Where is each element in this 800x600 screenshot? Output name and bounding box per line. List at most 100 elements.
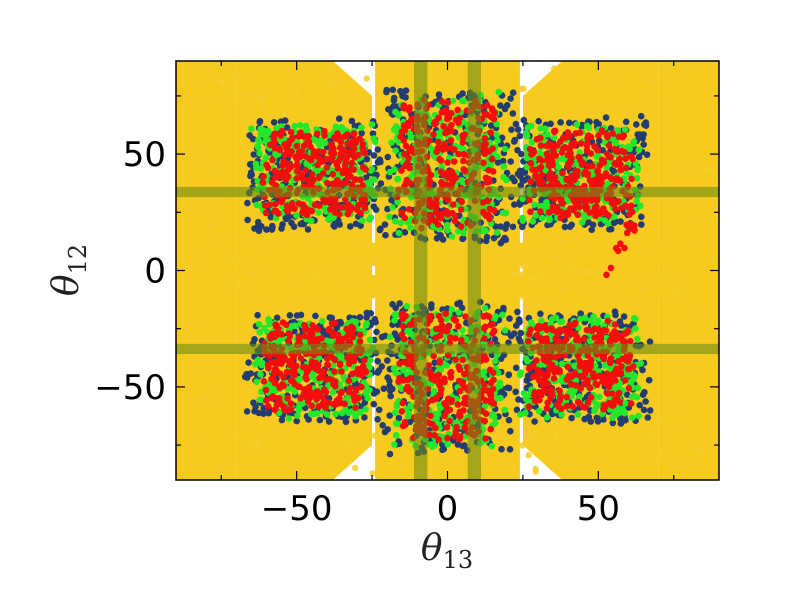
green-point — [307, 410, 315, 418]
yellow-point — [344, 440, 352, 448]
navy-point — [374, 146, 382, 153]
red-point — [405, 154, 412, 162]
red-point — [310, 150, 318, 158]
red-point — [308, 207, 316, 215]
red-point — [583, 204, 591, 211]
yellow-point — [665, 326, 672, 334]
red-point — [335, 395, 343, 402]
red-point — [311, 201, 319, 209]
red-point — [430, 131, 437, 138]
green-point — [358, 124, 365, 131]
red-point — [283, 144, 290, 151]
navy-point — [646, 407, 654, 414]
green-point — [293, 212, 300, 219]
yellow-point — [648, 318, 656, 325]
navy-point — [437, 232, 444, 239]
yellow-point — [664, 272, 671, 280]
navy-point — [516, 132, 524, 140]
green-point — [342, 406, 349, 413]
red-point — [401, 150, 408, 158]
red-point — [293, 175, 301, 182]
yellow-point — [202, 215, 209, 223]
red-point — [457, 223, 465, 230]
navy-point — [607, 225, 615, 233]
navy-point — [497, 239, 505, 247]
red-point — [604, 133, 611, 141]
navy-point — [370, 152, 378, 159]
green-point — [587, 317, 595, 324]
navy-point — [286, 312, 294, 319]
green-point — [426, 441, 433, 448]
navy-point — [374, 416, 381, 423]
navy-point — [396, 300, 404, 307]
navy-point — [578, 123, 586, 131]
constraint-bands — [176, 61, 719, 480]
red-point — [329, 320, 336, 328]
green-point — [303, 126, 311, 134]
yellow-point — [532, 465, 539, 473]
green-point — [408, 369, 415, 377]
red-point — [359, 140, 367, 148]
green-point — [632, 325, 639, 332]
green-point — [256, 328, 264, 336]
navy-point — [373, 328, 380, 336]
red-point — [608, 331, 616, 338]
green-point — [366, 336, 374, 344]
red-point — [406, 179, 414, 187]
red-point — [399, 399, 407, 407]
red-point — [584, 139, 591, 147]
red-point — [577, 385, 584, 392]
red-point — [262, 209, 270, 217]
vertical-band — [467, 61, 481, 480]
yellow-point — [254, 439, 262, 446]
red-point — [621, 377, 629, 384]
red-point — [569, 403, 576, 410]
yellow-point — [646, 422, 653, 430]
red-point — [461, 370, 468, 378]
yellow-point — [208, 389, 216, 396]
yellow-point — [330, 471, 338, 478]
navy-point — [638, 221, 645, 228]
navy-point — [547, 120, 554, 128]
red-point — [536, 396, 543, 404]
red-point — [559, 145, 567, 152]
navy-point — [256, 118, 264, 125]
navy-point — [510, 138, 518, 145]
red-point — [447, 374, 455, 381]
navy-point — [428, 301, 435, 308]
navy-point — [568, 221, 575, 229]
red-point — [485, 313, 493, 320]
red-point — [603, 271, 610, 279]
red-point — [587, 394, 595, 401]
navy-point — [326, 314, 334, 321]
red-point — [336, 360, 344, 368]
red-point — [348, 181, 356, 189]
green-point — [614, 127, 621, 134]
red-point — [526, 145, 534, 153]
red-point — [302, 167, 310, 174]
red-point — [454, 106, 462, 114]
red-point — [398, 167, 405, 174]
red-point — [324, 361, 332, 369]
red-point — [489, 320, 496, 328]
red-point — [565, 163, 572, 171]
green-point — [527, 319, 535, 326]
red-point — [576, 357, 583, 365]
red-point — [543, 337, 550, 345]
red-point — [580, 380, 588, 388]
green-point — [497, 394, 504, 402]
red-point — [279, 319, 287, 326]
red-point — [599, 375, 607, 382]
green-point — [538, 214, 546, 222]
red-point — [529, 166, 536, 173]
green-point — [586, 337, 594, 345]
green-point — [386, 213, 393, 221]
red-point — [282, 176, 290, 183]
red-point — [290, 353, 297, 360]
yellow-point — [654, 458, 662, 465]
navy-point — [506, 315, 513, 322]
navy-point — [512, 120, 520, 128]
red-point — [361, 356, 368, 364]
navy-point — [267, 213, 275, 221]
green-point — [315, 209, 323, 216]
